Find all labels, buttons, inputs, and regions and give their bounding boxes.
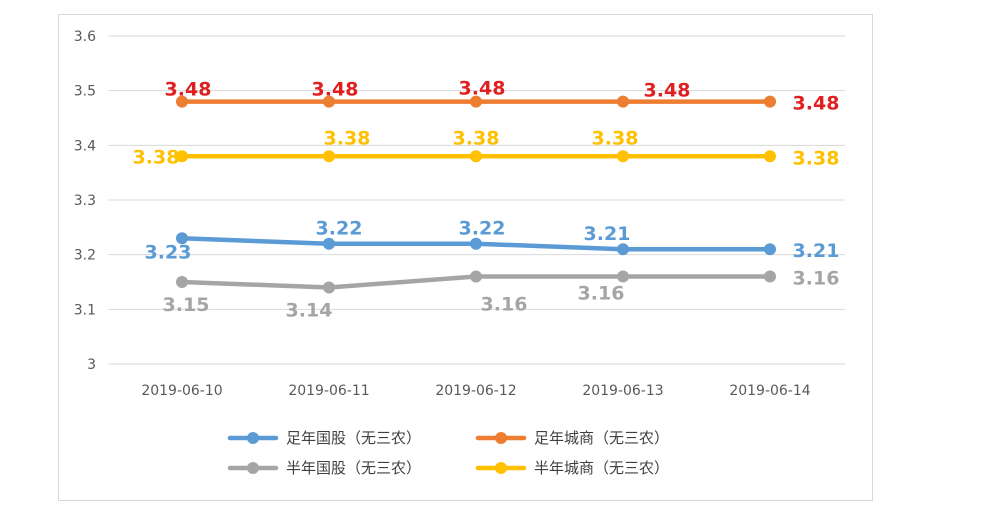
data-point — [617, 95, 629, 108]
data-point — [176, 276, 188, 288]
data-point — [176, 95, 188, 108]
data-point — [323, 95, 335, 108]
y-tick-label: 3.3 — [74, 193, 96, 209]
gridlines — [108, 35, 845, 365]
x-tick-label: 2019-06-10 — [141, 383, 222, 399]
y-tick-label: 3 — [87, 357, 96, 373]
data-label: 3.48 — [312, 79, 359, 101]
data-point — [470, 237, 482, 250]
legend-swatch-marker — [247, 462, 259, 474]
data-label: 3.14 — [286, 299, 333, 321]
y-tick-label: 3.6 — [74, 29, 96, 45]
legend: 足年国股（无三农） 足年城商（无三农） 半年国股（无三农） 半年城商（无三农） — [227, 429, 669, 477]
data-label: 3.16 — [793, 268, 840, 290]
data-point — [176, 150, 188, 163]
data-point — [617, 243, 629, 256]
legend-label: 半年国股（无三农） — [286, 459, 421, 477]
y-tick-label: 3.4 — [74, 138, 96, 154]
data-label: 3.15 — [163, 294, 210, 316]
legend-label: 足年城商（无三农） — [534, 429, 669, 447]
data-label: 3.23 — [145, 241, 192, 263]
data-label: 3.22 — [316, 218, 363, 240]
data-point — [470, 95, 482, 108]
data-label: 3.48 — [459, 78, 506, 100]
data-label: 3.22 — [459, 218, 506, 240]
legend-label: 足年国股（无三农） — [286, 429, 421, 447]
y-tick-label: 3.2 — [74, 248, 96, 264]
data-point — [323, 281, 335, 294]
data-point — [323, 237, 335, 250]
data-label: 3.48 — [165, 79, 212, 101]
legend-item: 半年城商（无三农） — [475, 459, 669, 477]
data-point — [764, 270, 776, 283]
legend-swatch-marker — [495, 432, 507, 444]
series-lines — [176, 95, 776, 294]
data-label: 3.38 — [592, 127, 639, 149]
y-tick-label: 3.5 — [74, 84, 96, 100]
data-label: 3.38 — [133, 146, 180, 168]
legend-swatch-marker — [495, 462, 507, 474]
x-tick-label: 2019-06-12 — [435, 383, 516, 399]
x-tick-label: 2019-06-14 — [729, 383, 810, 399]
legend-label: 半年城商（无三农） — [534, 459, 669, 477]
x-tick-label: 2019-06-13 — [582, 383, 663, 399]
data-label: 3.48 — [644, 80, 691, 102]
data-point — [764, 150, 776, 163]
legend-item: 半年国股（无三农） — [227, 459, 421, 477]
legend-swatch-marker — [247, 432, 259, 444]
data-point — [176, 232, 188, 245]
data-label: 3.48 — [793, 93, 840, 115]
data-label: 3.21 — [793, 240, 840, 262]
data-point — [470, 270, 482, 283]
chart-frame — [58, 14, 873, 501]
y-axis-ticks: 3 3.1 3.2 3.3 3.4 3.5 3.6 — [74, 29, 96, 373]
data-labels: 3.23 3.22 3.22 3.21 3.21 3.48 3.48 3.48 3.48 3.48… — [133, 78, 840, 322]
legend-item: 足年城商（无三农） — [475, 429, 669, 447]
data-label: 3.16 — [578, 283, 625, 305]
x-axis-ticks: 2019-06-10 2019-06-11 2019-06-12 2019-06-13… — [141, 383, 810, 399]
data-label: 3.38 — [793, 147, 840, 169]
x-tick-label: 2019-06-11 — [288, 383, 369, 399]
data-point — [617, 150, 629, 163]
data-label: 3.38 — [324, 127, 371, 149]
data-point — [470, 150, 482, 163]
y-tick-label: 3.1 — [74, 302, 96, 318]
data-label: 3.38 — [453, 127, 500, 149]
data-point — [323, 150, 335, 163]
data-point — [764, 243, 776, 256]
data-point — [617, 270, 629, 283]
legend-item: 足年国股（无三农） — [227, 429, 421, 447]
data-label: 3.16 — [481, 294, 528, 316]
data-label: 3.21 — [584, 223, 631, 245]
data-point — [764, 95, 776, 108]
